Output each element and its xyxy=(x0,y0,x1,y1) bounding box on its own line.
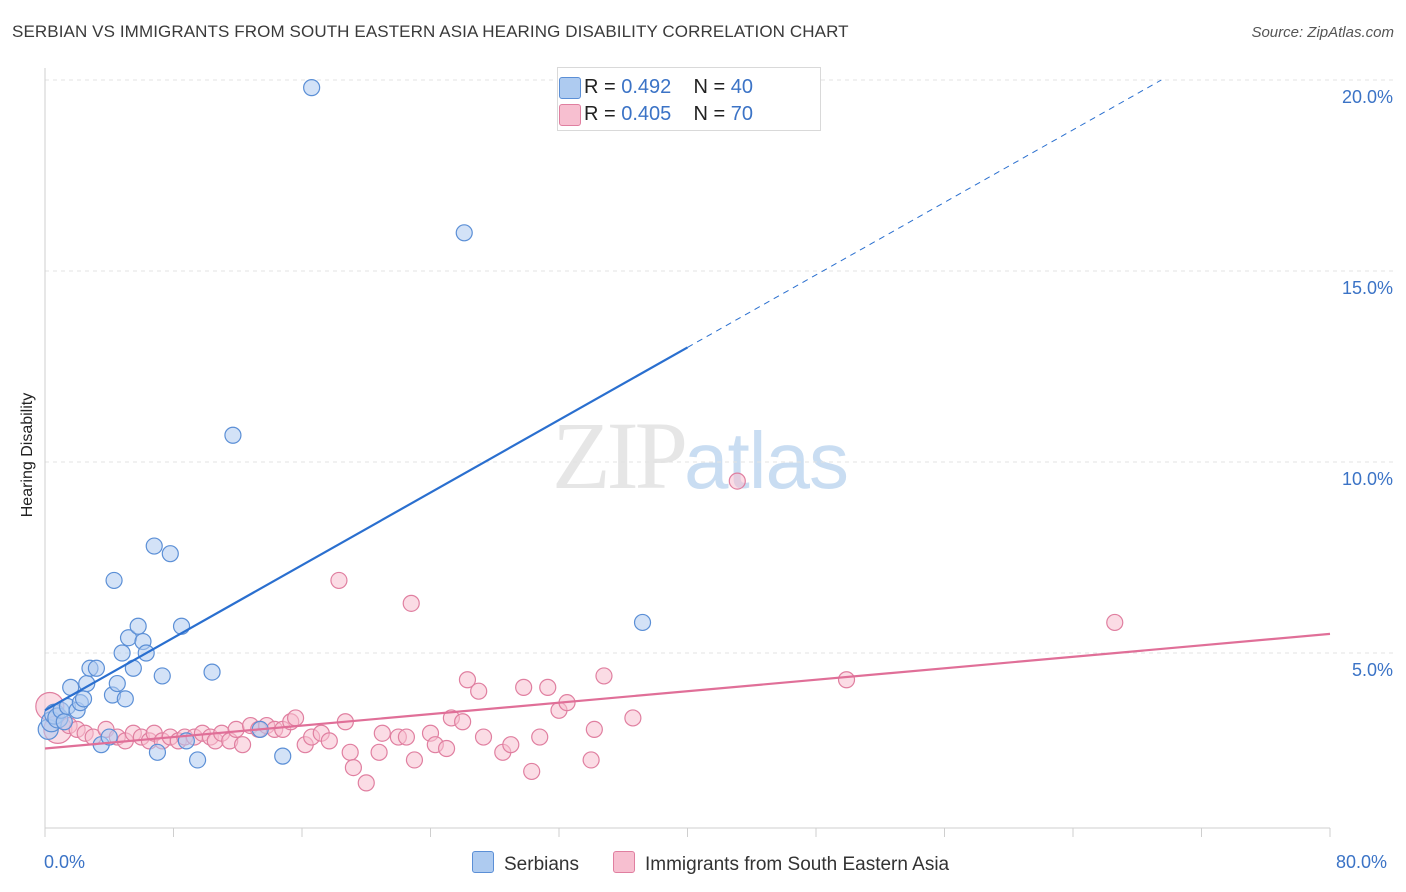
legend-swatch-serbians xyxy=(559,77,581,99)
data-point-serbians xyxy=(172,617,191,635)
data-point-serbians xyxy=(203,663,221,681)
legend-r-label: R = xyxy=(584,103,622,125)
bottom-legend-swatch-serbians xyxy=(472,851,494,873)
data-point-serbians xyxy=(55,713,73,731)
y-tick-label-5: 5.0% xyxy=(1351,660,1393,680)
data-point-serbians xyxy=(633,613,652,632)
data-point-serbians xyxy=(224,426,242,444)
data-point-sea xyxy=(233,736,252,754)
data-point-serbians xyxy=(303,79,321,97)
trendline-serbians xyxy=(44,346,689,712)
legend-row-serbians: R = 0.492 N = 40 xyxy=(559,76,754,100)
data-point-sea xyxy=(373,724,391,742)
data-point-serbians xyxy=(148,743,167,761)
data-point-sea xyxy=(458,671,477,689)
bottom-legend-sea: Immigrants from South Eastern Asia xyxy=(613,851,949,877)
data-point-sea xyxy=(470,682,488,700)
legend-n-value: 70 xyxy=(730,103,754,125)
data-point-sea xyxy=(624,709,642,727)
legend-r-value: 0.405 xyxy=(621,103,672,125)
data-point-serbians xyxy=(188,751,207,769)
legend-swatch-sea xyxy=(559,104,581,126)
data-point-sea xyxy=(1106,613,1124,632)
data-point-serbians xyxy=(113,644,131,662)
data-point-serbians xyxy=(100,728,118,746)
y-tick-label-20: 20.0% xyxy=(1341,87,1393,107)
data-point-sea xyxy=(370,743,388,761)
data-point-sea xyxy=(437,739,456,758)
chart-title: SERBIAN VS IMMIGRANTS FROM SOUTH EASTERN… xyxy=(12,22,849,41)
legend-row-sea: R = 0.405 N = 70 xyxy=(559,103,754,127)
legend-n-label: N = xyxy=(693,103,731,125)
trendline-serbians-extension xyxy=(687,79,1162,348)
data-point-sea xyxy=(341,743,359,761)
data-point-sea xyxy=(454,713,472,731)
data-point-sea xyxy=(227,720,245,739)
data-point-sea xyxy=(595,667,613,685)
data-point-serbians xyxy=(74,690,93,708)
x-tick-label-max: 80.0% xyxy=(1336,852,1388,872)
data-point-serbians xyxy=(105,571,123,590)
trendline-sea xyxy=(44,632,1331,750)
data-point-sea xyxy=(402,594,420,612)
bottom-legend-serbians: Serbians xyxy=(472,851,579,877)
data-point-sea xyxy=(344,758,362,777)
data-point-serbians xyxy=(87,659,106,677)
data-point-sea xyxy=(474,728,493,746)
legend-n-label: N = xyxy=(693,76,731,98)
data-point-serbians xyxy=(161,545,179,563)
x-tick-label-min: 0.0% xyxy=(44,852,86,872)
data-point-sea xyxy=(502,736,520,754)
data-point-sea xyxy=(357,774,375,792)
y-tick-label-10: 10.0% xyxy=(1341,469,1393,489)
watermark-atlas: atlas xyxy=(684,416,849,505)
data-point-sea xyxy=(523,762,541,781)
data-point-serbians xyxy=(108,674,126,693)
watermark: ZIPatlas xyxy=(552,400,849,511)
data-point-sea xyxy=(515,678,533,696)
data-point-sea xyxy=(585,720,603,739)
legend-n-value: 40 xyxy=(730,76,754,98)
data-point-sea xyxy=(582,751,600,769)
correlation-legend: R = 0.492 N = 40 R = 0.405 N = 70 xyxy=(557,67,821,131)
legend-r-label: R = xyxy=(584,76,622,98)
bottom-legend-label-sea: Immigrants from South Eastern Asia xyxy=(645,854,950,875)
data-point-sea xyxy=(405,751,424,769)
data-point-serbians xyxy=(145,537,163,555)
data-point-sea xyxy=(320,732,338,750)
data-point-sea xyxy=(728,472,746,490)
data-point-sea xyxy=(330,571,348,590)
data-point-sea xyxy=(539,678,557,696)
data-point-sea xyxy=(286,709,305,727)
source-label: Source: ZipAtlas.com xyxy=(1251,24,1394,41)
bottom-legend-swatch-sea xyxy=(613,851,635,873)
data-point-serbians xyxy=(153,667,171,685)
data-point-serbians xyxy=(455,224,473,242)
data-point-sea xyxy=(397,728,416,746)
watermark-zip: ZIP xyxy=(552,402,688,509)
data-point-serbians xyxy=(274,747,292,765)
y-tick-label-15: 15.0% xyxy=(1341,278,1393,298)
data-point-sea xyxy=(837,671,856,689)
legend-r-value: 0.492 xyxy=(621,76,672,98)
bottom-legend-label-serbians: Serbians xyxy=(504,854,579,875)
data-point-serbians xyxy=(116,690,134,708)
data-point-serbians xyxy=(129,617,147,635)
data-point-sea xyxy=(531,728,549,746)
